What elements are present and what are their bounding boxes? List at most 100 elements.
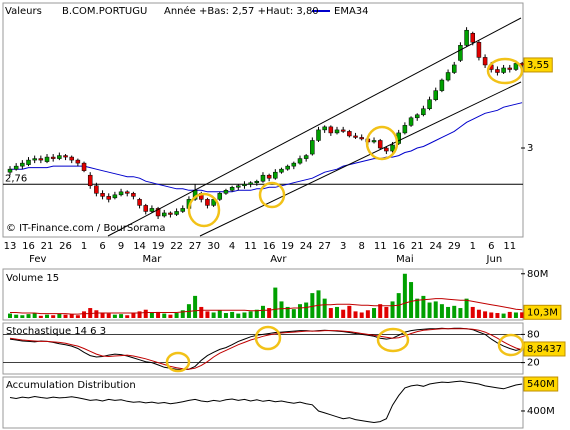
volume-bar	[476, 309, 481, 318]
x-tick-label: 26	[59, 241, 72, 252]
volume-bar	[236, 313, 241, 318]
candle-body	[433, 90, 438, 100]
x-tick-label: 22	[170, 241, 183, 252]
candle-body	[254, 180, 260, 183]
candle-body	[81, 162, 87, 171]
volume-bar	[69, 314, 74, 318]
highlight-circle	[376, 327, 410, 353]
volume-bar	[470, 306, 475, 318]
candle-body	[513, 63, 519, 70]
volume-bar	[38, 315, 43, 318]
x-tick-label: 27	[189, 241, 202, 252]
candle-body	[118, 191, 124, 196]
panel-title: Stochastique 14 6 3	[6, 326, 106, 337]
y-tick-label: 80	[527, 329, 540, 340]
volume-bar	[402, 273, 407, 318]
volume-bar	[341, 309, 346, 318]
volume-bar	[119, 314, 124, 318]
volume-bar	[353, 311, 358, 318]
candle-body	[26, 159, 31, 165]
volume-bar	[483, 311, 488, 318]
volume-bar	[409, 282, 414, 318]
x-tick-label: 6	[99, 241, 105, 252]
last-value-box	[523, 304, 562, 320]
volume-bar	[378, 304, 383, 318]
candle-body	[445, 72, 451, 81]
average-line	[10, 298, 523, 315]
volume-bar	[458, 308, 463, 318]
volume-bar	[415, 298, 420, 318]
volume-bar	[8, 313, 12, 318]
volume-bar	[20, 315, 25, 318]
candle-body	[63, 155, 68, 158]
candle-body	[402, 125, 408, 134]
candle-body	[334, 129, 340, 134]
candle-body	[149, 208, 155, 212]
volume-bar	[131, 313, 136, 318]
month-label: Mai	[396, 254, 414, 265]
candle-body	[310, 140, 315, 155]
candle-body	[414, 114, 420, 119]
x-tick-label: 4	[229, 241, 235, 252]
x-tick-label: 9	[118, 241, 124, 252]
indicator-line	[9, 328, 523, 370]
x-tick-label: 21	[41, 241, 54, 252]
volume-bar	[365, 310, 370, 318]
candle-body	[377, 140, 383, 149]
volume-bar	[452, 305, 457, 318]
volume-bar	[94, 310, 99, 318]
candle-body	[94, 185, 99, 194]
last-value-label: 10,3M	[527, 307, 558, 318]
highlight-circle	[258, 181, 286, 209]
volume-bar	[489, 312, 494, 318]
candle-body	[106, 196, 111, 200]
highlight-circle	[365, 125, 399, 161]
candle-body	[131, 193, 136, 197]
candle-body	[495, 69, 500, 73]
volume-bar	[248, 311, 253, 318]
volume-bar	[433, 301, 438, 318]
candle-body	[112, 194, 118, 199]
volume-bar	[174, 313, 179, 318]
ema-line	[10, 102, 523, 193]
candle-body	[291, 162, 297, 167]
volume-bar	[322, 298, 327, 318]
candle-body	[285, 165, 290, 170]
candle-body	[223, 190, 229, 194]
x-tick-label: 16	[392, 241, 405, 252]
volume-bar	[63, 314, 68, 318]
candle-body	[390, 144, 395, 152]
volume-bar	[57, 313, 62, 318]
volume-bar	[149, 312, 154, 318]
volume-bar	[297, 304, 302, 318]
volume-bar	[421, 295, 426, 318]
volume-bar	[32, 313, 37, 318]
candle-body	[476, 42, 482, 58]
volume-bar	[390, 301, 395, 318]
candle-body	[155, 208, 161, 217]
candle-body	[340, 129, 346, 132]
candle-body	[38, 158, 44, 161]
candle-body	[162, 212, 167, 217]
volume-bar	[291, 309, 296, 318]
candle-body	[427, 99, 432, 109]
source: © IT-Finance.com / BourSorama	[6, 223, 165, 234]
candle-body	[7, 168, 13, 173]
y-tick-label: 80M	[527, 269, 548, 280]
volume-bar	[427, 302, 432, 318]
candle-body	[482, 57, 488, 66]
candle-body	[421, 108, 426, 116]
volume-bar	[217, 310, 222, 318]
chart-title: B.COM.PORTUGU	[62, 6, 147, 17]
legend-label: EMA34	[334, 6, 369, 17]
candle-body	[180, 208, 186, 212]
x-tick-label: 29	[448, 241, 461, 252]
volume-bar	[335, 306, 340, 318]
candle-body	[439, 79, 445, 91]
candle-body	[470, 32, 475, 43]
x-tick-label: 19	[152, 241, 165, 252]
x-tick-label: 16	[22, 241, 35, 252]
ad-panel	[2, 376, 524, 429]
volume-bar	[495, 313, 500, 318]
